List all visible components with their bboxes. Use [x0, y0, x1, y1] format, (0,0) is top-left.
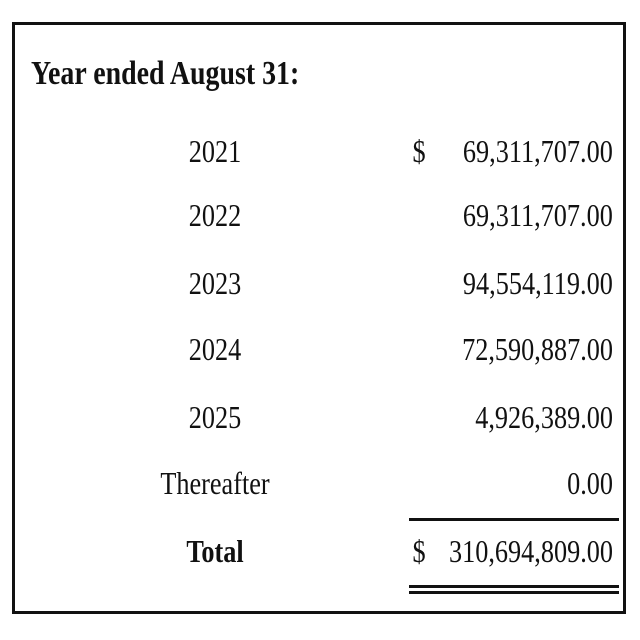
row-value: 4,926,389.00 — [475, 399, 613, 436]
total-row: Total $ 310,694,809.00 — [15, 533, 623, 579]
row-label: 2024 — [149, 331, 280, 368]
row-label: 2023 — [149, 265, 280, 302]
maturity-table: Year ended August 31: 2021 $ 69,311,707.… — [12, 22, 626, 614]
table-row: 2023 94,554,119.00 — [15, 265, 623, 311]
currency-symbol: $ — [412, 533, 425, 570]
double-underline-top — [409, 585, 619, 588]
row-label: 2021 — [149, 133, 280, 170]
row-label: Thereafter — [149, 465, 280, 502]
table-row: 2024 72,590,887.00 — [15, 331, 623, 377]
row-value: 72,590,887.00 — [462, 331, 613, 368]
table-row: 2021 $ 69,311,707.00 — [15, 133, 623, 179]
total-label: Total — [149, 533, 280, 570]
table-row: Thereafter 0.00 — [15, 465, 623, 511]
table-row: 2022 69,311,707.00 — [15, 197, 623, 243]
row-value: 69,311,707.00 — [463, 133, 613, 170]
table-row: 2025 4,926,389.00 — [15, 399, 623, 445]
double-underline-bottom — [409, 591, 619, 594]
subtotal-rule — [409, 518, 619, 521]
row-label: 2022 — [149, 197, 280, 234]
table-heading: Year ended August 31: — [31, 55, 299, 93]
row-value: 0.00 — [567, 465, 613, 502]
row-value: 94,554,119.00 — [463, 265, 613, 302]
row-value: 69,311,707.00 — [463, 197, 613, 234]
row-label: 2025 — [149, 399, 280, 436]
currency-symbol: $ — [412, 133, 425, 170]
total-value: 310,694,809.00 — [449, 533, 613, 570]
